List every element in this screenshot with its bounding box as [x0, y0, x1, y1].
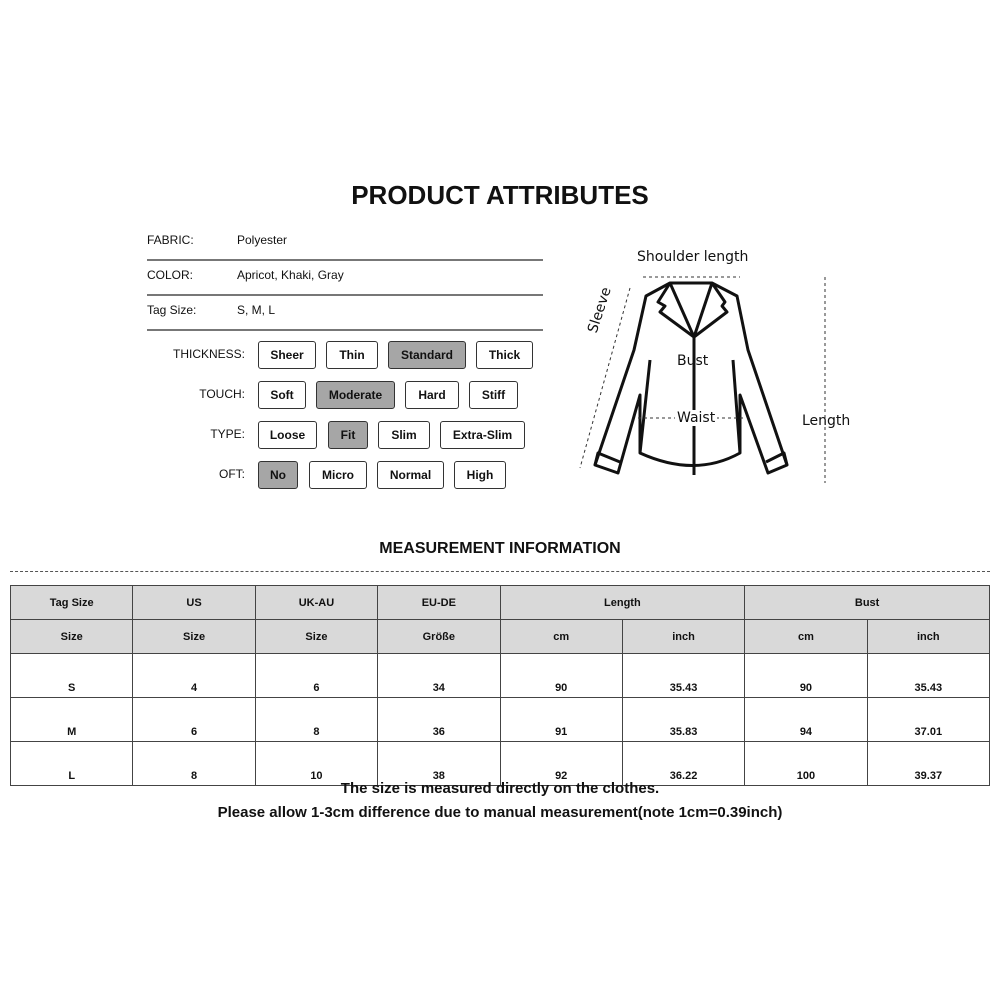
attr-key: Tag Size: — [147, 303, 197, 317]
option-standard: Standard — [388, 341, 466, 369]
table-cell: 94 — [744, 697, 868, 742]
note-1: The size is measured directly on the clo… — [340, 780, 660, 797]
subheader-cell: Size — [132, 619, 256, 654]
note-2: Please allow 1-3cm difference due to man… — [217, 804, 783, 821]
header-row: Tag Size US UK-AU EU-DE Length Bust — [9, 585, 990, 620]
table-cell: 10 — [254, 741, 379, 786]
attr-key: COLOR: — [147, 268, 194, 282]
option-no: No — [258, 461, 298, 489]
table-cell: 34 — [377, 653, 501, 698]
subheader-row: Size Size Size Größe cm inch cm inch — [9, 619, 991, 654]
table-cell: 6 — [132, 697, 256, 742]
header-cell: US — [132, 585, 256, 620]
table-cell: 90 — [499, 653, 623, 698]
table-cell: 39.37 — [866, 741, 991, 786]
table-cell: 8 — [254, 697, 379, 742]
attr-value: S, M, L — [237, 303, 276, 317]
label-length: Length — [802, 413, 851, 429]
option-slim: Slim — [378, 421, 430, 449]
option-micro: Micro — [309, 461, 367, 489]
size-table: Tag Size US UK-AU EU-DE Length Bust Size… — [9, 585, 991, 786]
divider — [10, 571, 990, 572]
option-label: TOUCH: — [199, 387, 245, 401]
label-bust: Bust — [677, 353, 709, 369]
attr-key: FABRIC: — [147, 233, 194, 247]
option-thick: Thick — [476, 341, 533, 369]
option-thin: Thin — [326, 341, 378, 369]
jacket-outline-icon — [593, 281, 789, 475]
table-cell: 4 — [132, 653, 256, 698]
attr-fabric: FABRIC: Polyester — [147, 225, 543, 261]
option-label: THICKNESS: — [172, 347, 245, 361]
table-cell: 38 — [377, 741, 501, 786]
table-row: L 8 10 38 92 36.22 100 39.37 — [9, 741, 991, 786]
option-moderate: Moderate — [316, 381, 395, 409]
table-cell: 91 — [499, 697, 623, 742]
attr-value: Polyester — [237, 233, 288, 247]
attr-color: COLOR: Apricot, Khaki, Gray — [147, 260, 543, 296]
label-shoulder: Shoulder length — [637, 249, 749, 265]
page-title: PRODUCT ATTRIBUTES — [351, 180, 649, 210]
header-cell: Length — [499, 585, 746, 620]
header-cell: EU-DE — [377, 585, 501, 620]
option-sheer: Sheer — [258, 341, 316, 369]
option-hard: Hard — [405, 381, 459, 409]
measurement-title: MEASUREMENT INFORMATION — [379, 540, 621, 557]
header-cell: Tag Size — [9, 585, 134, 620]
table-cell: S — [9, 653, 134, 698]
table-cell: 100 — [744, 741, 868, 786]
table-cell: 90 — [744, 653, 868, 698]
header-cell: Bust — [744, 585, 990, 620]
table-cell: 6 — [254, 653, 379, 698]
subheader-cell: inch — [621, 619, 746, 654]
table-cell: 36.22 — [621, 741, 746, 786]
option-fit: Fit — [328, 421, 368, 449]
table-cell: 35.43 — [621, 653, 746, 698]
table-cell: L — [9, 741, 134, 786]
option-extra-slim: Extra-Slim — [440, 421, 525, 449]
subheader-cell: Größe — [377, 619, 501, 654]
subheader-cell: cm — [744, 619, 868, 654]
jacket-diagram — [579, 276, 826, 483]
table-cell: 35.43 — [866, 653, 991, 698]
subheader-cell: Size — [254, 619, 379, 654]
subheader-cell: Size — [9, 619, 134, 654]
table-row: M 6 8 36 91 35.83 94 37.01 — [9, 697, 991, 742]
table-row: S 4 6 34 90 35.43 90 35.43 — [9, 653, 991, 698]
attr-value: Apricot, Khaki, Gray — [237, 268, 344, 282]
table-cell: M — [9, 697, 134, 742]
option-high: High — [454, 461, 506, 489]
table-cell: 8 — [132, 741, 256, 786]
option-loose: Loose — [258, 421, 317, 449]
table-cell: 35.83 — [621, 697, 746, 742]
subheader-cell: cm — [499, 619, 623, 654]
option-label: TYPE: — [210, 427, 245, 441]
option-soft: Soft — [258, 381, 306, 409]
option-normal: Normal — [377, 461, 444, 489]
table-cell: 36 — [377, 697, 501, 742]
label-waist: Waist — [675, 410, 718, 426]
attr-tag-size: Tag Size: S, M, L — [147, 295, 543, 331]
table-cell: 37.01 — [866, 697, 991, 742]
header-cell: UK-AU — [254, 585, 379, 620]
table-cell: 92 — [499, 741, 623, 786]
option-label: OFT: — [219, 467, 245, 481]
subheader-cell: inch — [866, 619, 991, 654]
option-stiff: Stiff — [469, 381, 518, 409]
